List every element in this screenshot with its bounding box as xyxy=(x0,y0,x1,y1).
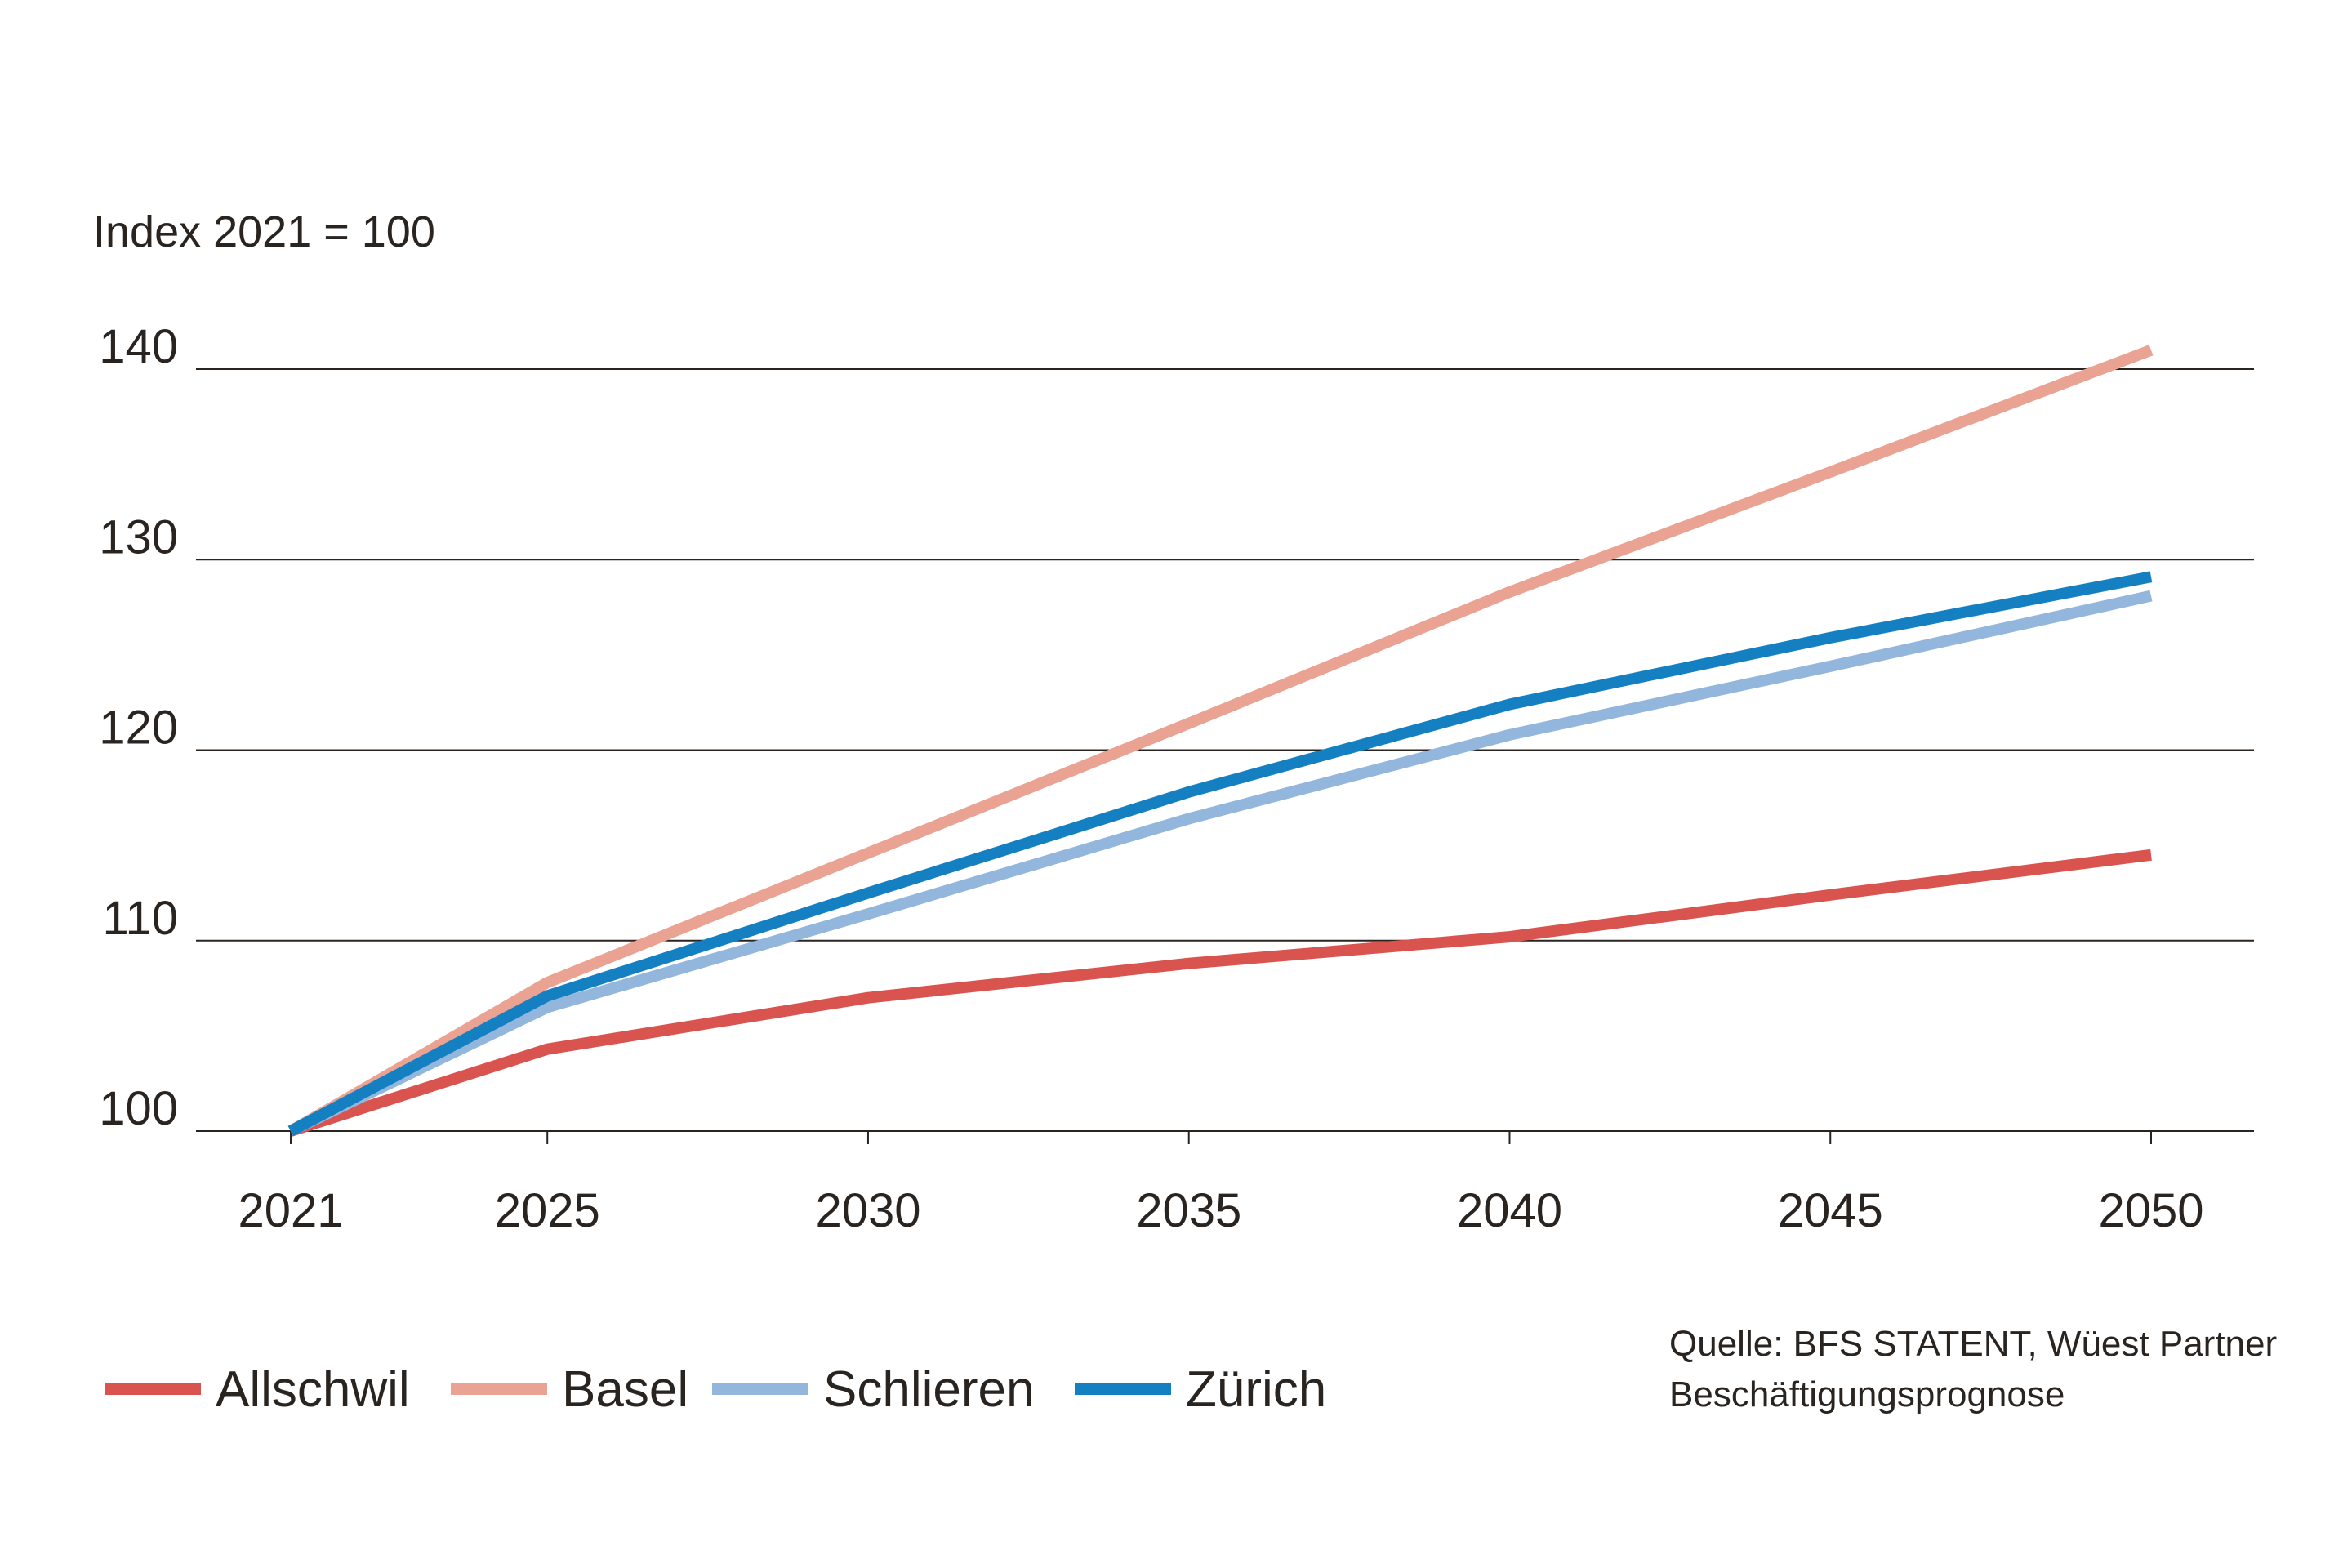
x-tick-2040: 2040 xyxy=(1457,1184,1562,1237)
y-tick-110: 110 xyxy=(103,892,178,945)
series-line-zurich xyxy=(287,571,2153,1137)
series-line-allschwil xyxy=(288,849,2152,1137)
y-tick-140: 140 xyxy=(99,320,178,373)
gridlines xyxy=(196,368,2254,1132)
y-axis-label: Index 2021 = 100 xyxy=(93,207,435,256)
series-line-basel xyxy=(287,345,2154,1137)
x-tick-2050: 2050 xyxy=(2098,1184,2203,1237)
x-tick-2035: 2035 xyxy=(1136,1184,1241,1237)
x-tick-2025: 2025 xyxy=(495,1184,600,1237)
x-tick-labels: 2021 2025 2030 2035 2040 2045 2050 xyxy=(238,1131,2204,1237)
legend: Allschwil Basel Schlieren Zürich xyxy=(105,1361,1326,1418)
legend-label-zurich: Zürich xyxy=(1186,1361,1326,1418)
series-lines xyxy=(287,345,2154,1137)
y-tick-labels: 100 110 120 130 140 xyxy=(99,320,178,1135)
y-tick-100: 100 xyxy=(99,1082,178,1135)
x-tick-2045: 2045 xyxy=(1778,1184,1883,1237)
legend-swatch-schlieren xyxy=(712,1383,808,1395)
legend-item-schlieren: Schlieren xyxy=(712,1361,1034,1418)
legend-swatch-allschwil xyxy=(105,1383,201,1395)
legend-label-allschwil: Allschwil xyxy=(216,1361,410,1418)
y-tick-120: 120 xyxy=(99,702,178,755)
legend-label-basel: Basel xyxy=(562,1361,688,1418)
legend-swatch-zurich xyxy=(1075,1383,1171,1395)
legend-item-allschwil: Allschwil xyxy=(105,1361,410,1418)
series-line-schlieren xyxy=(287,590,2153,1137)
source-note: Quelle: BFS STATENT, Wüest Partner Besch… xyxy=(1669,1324,2277,1414)
legend-swatch-basel xyxy=(451,1383,547,1395)
x-tick-2030: 2030 xyxy=(815,1184,920,1237)
legend-label-schlieren: Schlieren xyxy=(823,1361,1034,1418)
source-line-1: Quelle: BFS STATENT, Wüest Partner xyxy=(1669,1324,2277,1364)
y-tick-130: 130 xyxy=(99,510,178,564)
legend-item-basel: Basel xyxy=(451,1361,688,1418)
x-tick-2021: 2021 xyxy=(238,1184,343,1237)
source-line-2: Beschäftigungsprognose xyxy=(1669,1374,2065,1414)
legend-item-zurich: Zürich xyxy=(1075,1361,1326,1418)
